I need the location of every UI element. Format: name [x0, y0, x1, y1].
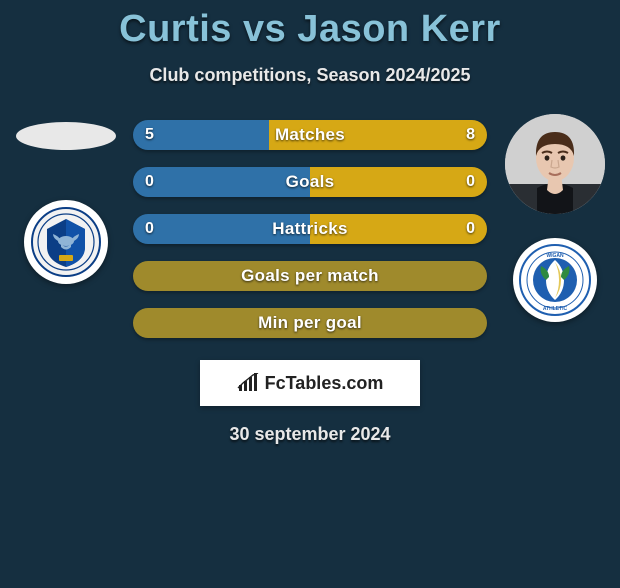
svg-text:ATHLETIC: ATHLETIC — [542, 306, 567, 312]
player-photo-right — [505, 114, 605, 214]
stat-bar: Goals0 0 — [133, 167, 487, 197]
chart-icon — [237, 373, 259, 393]
subtitle: Club competitions, Season 2024/2025 — [0, 65, 620, 86]
stat-bar: Matches5 8 — [133, 120, 487, 150]
comparison-content: Matches58Goals00Hattricks00Goals per mat… — [0, 114, 620, 338]
left-side — [8, 114, 123, 338]
bar-value-left: 0 — [145, 214, 154, 244]
stat-bars: Matches58Goals00Hattricks00Goals per mat… — [123, 114, 497, 338]
bar-value-left: 0 — [145, 167, 154, 197]
peterborough-badge-icon — [31, 207, 101, 277]
stat-bar: Goals per match — [133, 261, 487, 291]
wigan-badge-icon: WIGAN ATHLETIC — [519, 244, 591, 316]
stat-bar: Min per goal — [133, 308, 487, 338]
player-photo-left — [16, 122, 116, 150]
watermark-text: FcTables.com — [265, 373, 384, 394]
bar-value-right: 0 — [466, 214, 475, 244]
bar-label: Min per goal — [133, 308, 487, 338]
bar-value-right: 0 — [466, 167, 475, 197]
player-face-icon — [505, 114, 605, 214]
bar-label: Matches — [133, 120, 487, 150]
watermark: FcTables.com — [200, 360, 420, 406]
right-side: WIGAN ATHLETIC — [497, 114, 612, 338]
club-badge-right: WIGAN ATHLETIC — [513, 238, 597, 322]
svg-text:WIGAN: WIGAN — [546, 253, 564, 259]
bar-label: Goals — [133, 167, 487, 197]
date-text: 30 september 2024 — [0, 424, 620, 445]
bar-value-left: 5 — [145, 120, 154, 150]
page-title: Curtis vs Jason Kerr — [0, 8, 620, 51]
bar-value-right: 8 — [466, 120, 475, 150]
bar-label: Goals per match — [133, 261, 487, 291]
stat-bar: Hattricks0 0 — [133, 214, 487, 244]
club-badge-left — [24, 200, 108, 284]
bar-label: Hattricks — [133, 214, 487, 244]
